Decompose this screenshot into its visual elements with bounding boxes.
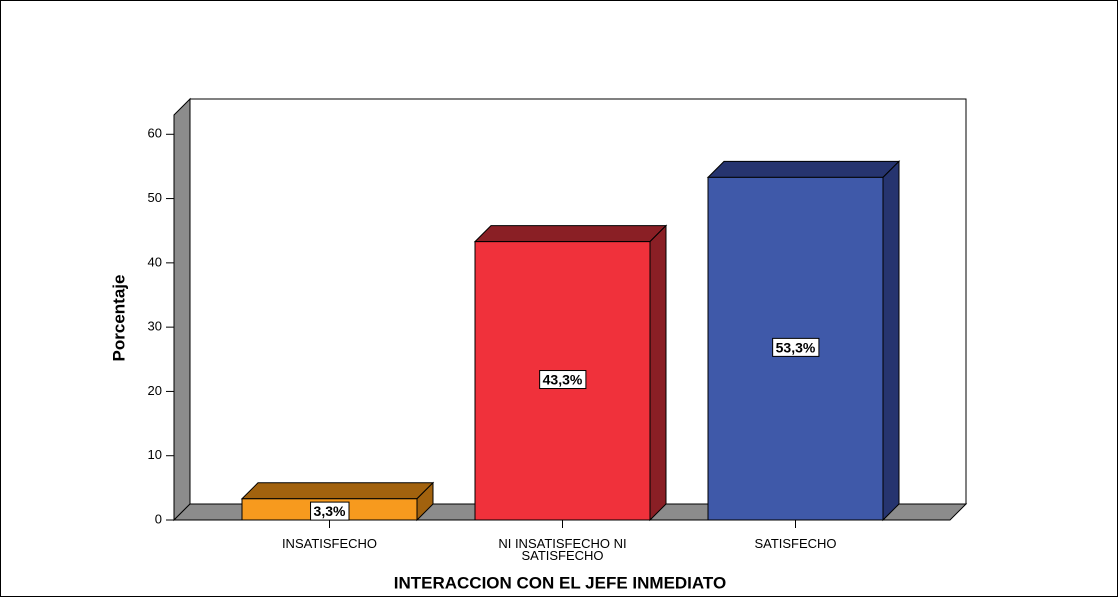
bar-front	[707, 176, 884, 521]
bar-side	[649, 224, 667, 522]
bar-side	[882, 160, 900, 522]
value-label-box	[772, 337, 820, 357]
bar-top	[240, 482, 435, 500]
y-tick-label: 60	[148, 126, 162, 141]
value-label-box	[539, 370, 587, 390]
y-axis-label: Porcentaje	[109, 275, 128, 362]
bar-top	[473, 225, 668, 243]
y-tick-label: 0	[155, 511, 162, 526]
value-label: 43,3%	[543, 372, 583, 388]
x-axis-label: INTERACCION CON EL JEFE INMEDIATO	[394, 573, 726, 592]
y-tick-label: 10	[148, 447, 162, 462]
value-label: 53,3%	[776, 339, 816, 355]
x-tick-label: SATISFECHO	[754, 536, 837, 551]
y-tick-label: 20	[148, 383, 162, 398]
y-tick-label: 50	[148, 190, 162, 205]
bar-top	[706, 160, 901, 178]
side-wall	[173, 97, 191, 522]
y-tick-label: 30	[148, 319, 162, 334]
x-tick-label: INSATISFECHO	[281, 536, 378, 551]
y-tick-label: 40	[148, 254, 162, 269]
bar	[706, 160, 901, 522]
x-tick-label: NI INSATISFECHO NI SATISFECHO	[498, 536, 627, 563]
value-label: 3,3%	[314, 503, 346, 519]
